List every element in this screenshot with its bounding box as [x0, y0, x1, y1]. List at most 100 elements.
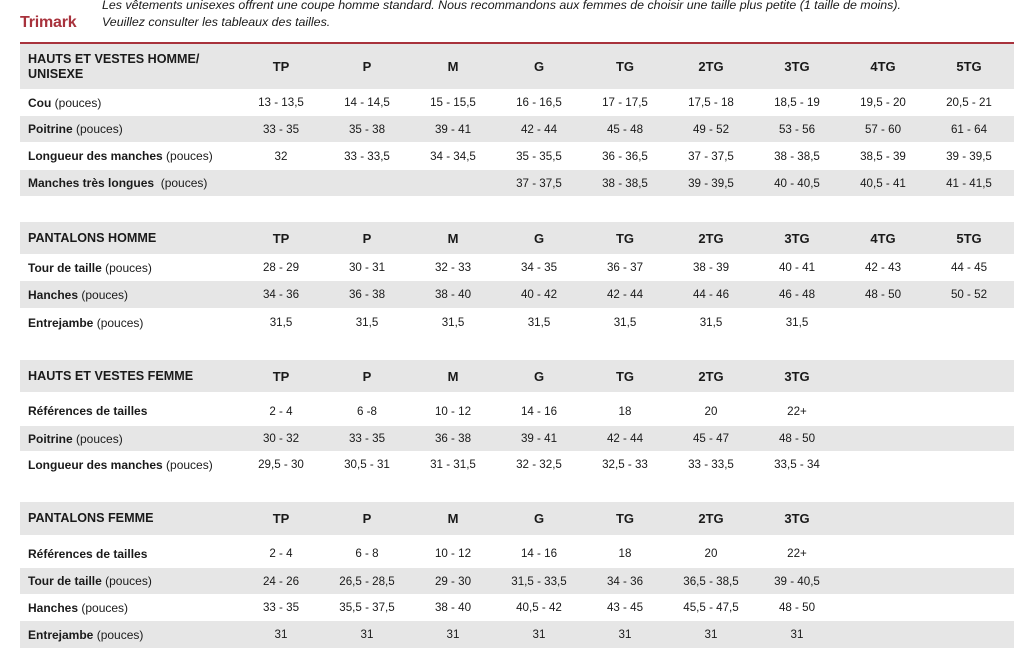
- table-cell: 29,5 - 30: [258, 458, 304, 471]
- table-cell: 42 - 43: [864, 261, 902, 274]
- table-cell: 18: [618, 404, 632, 418]
- table-cell: 50 - 52: [950, 288, 988, 301]
- table-cell: 42 - 44: [520, 122, 558, 136]
- table-cell: 39 - 41: [520, 432, 558, 445]
- table-cell: 33,5 - 34: [774, 458, 820, 471]
- table-cell: 38 - 38,5: [774, 149, 820, 163]
- table-cell: 13 - 13,5: [258, 96, 304, 109]
- table-cell: 38,5 - 39: [860, 149, 906, 163]
- size-header-cell: 3TG: [784, 59, 810, 74]
- table-cell: 34 - 36: [262, 288, 300, 301]
- table-cell: 36 - 38: [348, 288, 386, 301]
- measurement-name: Cou: [28, 95, 52, 110]
- table-cell: 40 - 41: [778, 261, 816, 274]
- table-cell: 30 - 31: [348, 261, 386, 274]
- table-cell: 31,5: [269, 316, 293, 329]
- table-cell: 41 - 41,5: [946, 176, 992, 190]
- table-row: Poitrine (pouces) 30 - 32 33 - 35 36 - 38 39…: [20, 426, 1014, 451]
- size-header-cell: 5TG: [956, 230, 982, 246]
- row-label: Longueur des manches (pouces): [20, 458, 238, 472]
- table-cell: 34 - 34,5: [430, 149, 476, 163]
- table-cell: 14 - 16: [520, 547, 558, 560]
- table-row: Longueur des manches (pouces) 32 33 - 33,5…: [20, 142, 1014, 170]
- table-cell: 32 - 33: [434, 261, 472, 274]
- size-header-cell: M: [447, 511, 459, 526]
- table-cell: 39 - 39,5: [946, 149, 992, 163]
- row-label: Hanches (pouces): [20, 601, 238, 615]
- row-label: Manches très longues (pouces): [20, 176, 238, 190]
- table-cell: 42 - 44: [606, 432, 644, 445]
- row-label: Tour de taille (pouces): [20, 574, 238, 588]
- table-cell: 14 - 16: [520, 404, 558, 418]
- fit-note-line-2: Veuillez consulter les tableaux des tail…: [102, 15, 331, 29]
- size-header-cell: G: [533, 368, 545, 384]
- table-cell: 18,5 - 19: [774, 96, 820, 109]
- table-cell: 33 - 33,5: [688, 458, 734, 471]
- measurement-name: Références de tailles: [28, 546, 148, 561]
- measurement-unit: (pouces): [72, 122, 123, 136]
- row-label: Cou (pouces): [20, 96, 238, 110]
- size-header-cell: TG: [615, 59, 635, 74]
- table-cell: 44 - 46: [692, 288, 730, 301]
- table-row: Hanches (pouces) 33 - 35 35,5 - 37,5 38 - 4…: [20, 594, 1014, 621]
- size-header-cell: P: [362, 511, 372, 526]
- measurement-unit: (pouces): [51, 95, 102, 110]
- table-row: Entrejambe (pouces) 31 31 31 31 31 31 31: [20, 621, 1014, 648]
- size-header-cell: 2TG: [698, 368, 724, 384]
- table-cell: 36,5 - 38,5: [683, 574, 739, 588]
- measurement-unit: (pouces): [93, 627, 144, 642]
- table-cell: 48 - 50: [864, 288, 902, 301]
- table-row: Hanches (pouces) 34 - 36 36 - 38 38 - 40 40 …: [20, 281, 1014, 308]
- size-header-cell: TG: [615, 230, 635, 246]
- row-label: Poitrine (pouces): [20, 432, 238, 446]
- row-label: Entrejambe (pouces): [20, 628, 238, 642]
- table-cell: 31,5: [613, 316, 637, 329]
- table-cell: 18: [618, 547, 632, 560]
- row-label: Hanches (pouces): [20, 288, 238, 302]
- table-header-row: HAUTS ET VESTES FEMME TP P M G TG 2TG 3TG: [20, 360, 1014, 392]
- table-cell: 31,5: [527, 316, 551, 329]
- size-header-cell: 5TG: [956, 59, 982, 74]
- table-cell: 39 - 41: [434, 122, 472, 136]
- table-cell: 48 - 50: [778, 601, 816, 614]
- table-cell: 40,5 - 41: [860, 176, 906, 190]
- measurement-name: Hanches: [28, 287, 79, 302]
- measurement-name: Tour de taille: [28, 574, 102, 588]
- table-cell: 35,5 - 37,5: [339, 601, 395, 614]
- table-cell: 31,5: [355, 316, 379, 329]
- measurement-unit: (pouces): [78, 287, 129, 302]
- measurement-name: Références de tailles: [28, 404, 148, 418]
- table-cell: 38 - 40: [434, 288, 472, 301]
- measurement-name: Poitrine: [28, 122, 73, 136]
- table-cell: 26,5 - 28,5: [339, 574, 395, 588]
- table-cell: 31,5: [785, 316, 809, 329]
- measurement-name: Longueur des manches: [28, 457, 163, 472]
- table-cell: 22+: [787, 547, 807, 560]
- measurement-unit: (pouces): [72, 431, 123, 446]
- row-label: Longueur des manches (pouces): [20, 149, 238, 163]
- table-cell: 31: [532, 628, 546, 641]
- table-cell: 24 - 26: [262, 574, 300, 588]
- table-cell: 28 - 29: [262, 261, 300, 274]
- size-header-cell: 3TG: [784, 368, 810, 384]
- measurement-unit: (pouces): [93, 315, 144, 330]
- table-header-row: PANTALONS HOMME TP P M G TG 2TG 3TG 4TG 5TG: [20, 222, 1014, 254]
- table-cell: 15 - 15,5: [430, 96, 476, 109]
- table-cell: 33 - 33,5: [344, 149, 390, 163]
- measurement-name: Manches très longues: [28, 176, 155, 190]
- table-cell: 31,5: [441, 316, 465, 329]
- size-header-cell: P: [362, 59, 372, 74]
- table-row: Poitrine (pouces) 33 - 35 35 - 38 39 - 41 42…: [20, 116, 1014, 142]
- measurement-name: Longueur des manches: [28, 149, 163, 163]
- table-cell: 10 - 12: [434, 547, 472, 560]
- row-label: Tour de taille (pouces): [20, 261, 238, 275]
- table-cell: 30 - 32: [262, 432, 300, 445]
- table-cell: 31: [360, 628, 374, 641]
- table-cell: 20,5 - 21: [946, 96, 992, 109]
- table-cell: 46 - 48: [778, 288, 816, 301]
- table-cell: 35 - 38: [348, 122, 386, 136]
- table-row: Manches très longues (pouces) 37 - 37,5 38…: [20, 170, 1014, 196]
- size-header-cell: TP: [272, 230, 290, 246]
- table-cell: 16 - 16,5: [516, 96, 562, 109]
- table-cell: 42 - 44: [606, 288, 644, 301]
